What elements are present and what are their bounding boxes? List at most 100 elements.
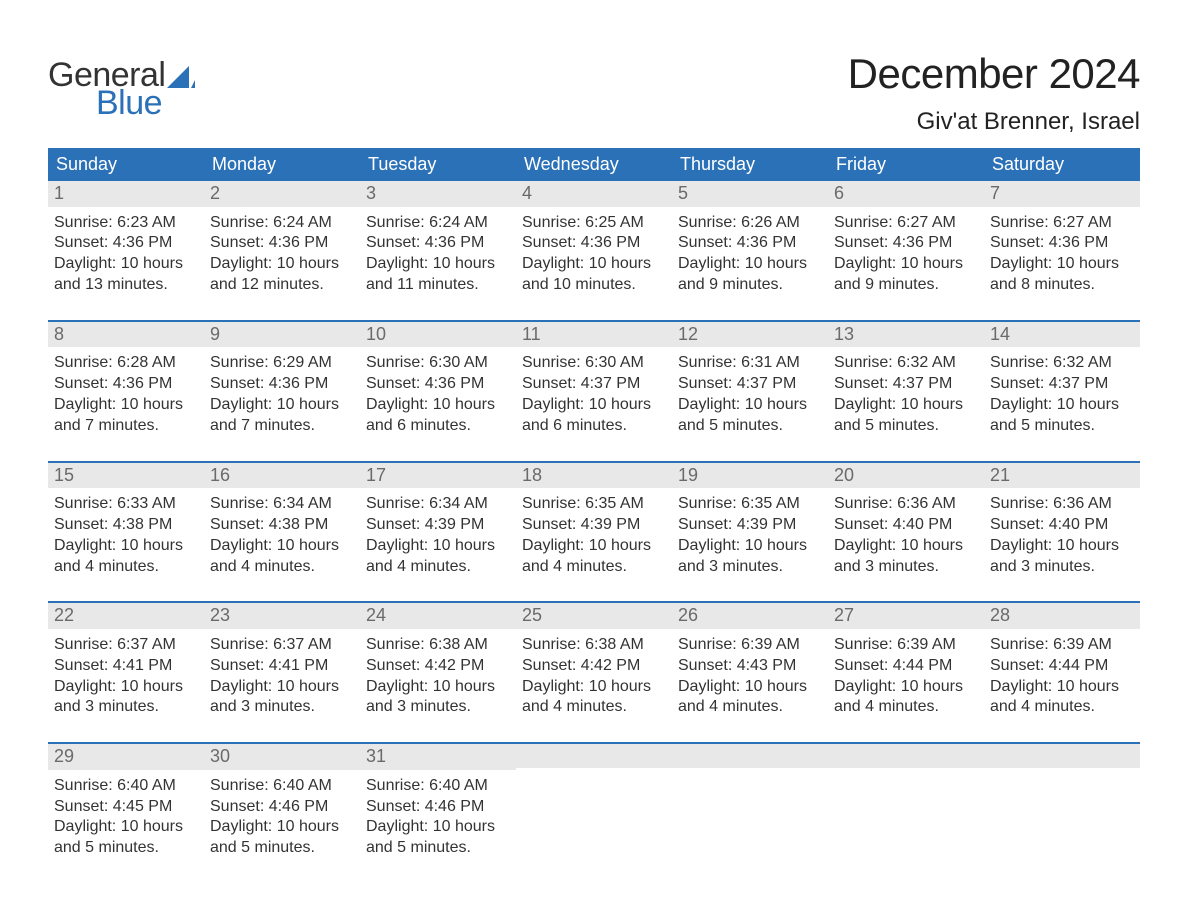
day-number [516, 744, 672, 768]
sunrise-line: Sunrise: 6:32 AM [834, 353, 978, 374]
sunrise-line: Sunrise: 6:31 AM [678, 353, 822, 374]
sunset-line: Sunset: 4:43 PM [678, 656, 822, 677]
daylight-line-2: and 4 minutes. [366, 557, 510, 578]
day-details: Sunrise: 6:34 AMSunset: 4:38 PMDaylight:… [204, 488, 360, 583]
day-number: 12 [672, 322, 828, 348]
calendar-cell: 6Sunrise: 6:27 AMSunset: 4:36 PMDaylight… [828, 181, 984, 302]
daylight-line-1: Daylight: 10 hours [834, 395, 978, 416]
day-number: 23 [204, 603, 360, 629]
day-number: 26 [672, 603, 828, 629]
sunset-line: Sunset: 4:44 PM [990, 656, 1134, 677]
calendar-cell: 13Sunrise: 6:32 AMSunset: 4:37 PMDayligh… [828, 322, 984, 443]
sunrise-line: Sunrise: 6:36 AM [990, 494, 1134, 515]
sunset-line: Sunset: 4:36 PM [210, 233, 354, 254]
daylight-line-2: and 7 minutes. [210, 416, 354, 437]
day-number: 28 [984, 603, 1140, 629]
daylight-line-1: Daylight: 10 hours [54, 677, 198, 698]
day-number: 5 [672, 181, 828, 207]
sunrise-line: Sunrise: 6:40 AM [366, 776, 510, 797]
daylight-line-2: and 6 minutes. [366, 416, 510, 437]
daylight-line-2: and 4 minutes. [990, 697, 1134, 718]
day-details: Sunrise: 6:27 AMSunset: 4:36 PMDaylight:… [984, 207, 1140, 302]
sunrise-line: Sunrise: 6:35 AM [678, 494, 822, 515]
sunrise-line: Sunrise: 6:40 AM [210, 776, 354, 797]
sunrise-line: Sunrise: 6:37 AM [54, 635, 198, 656]
sunset-line: Sunset: 4:36 PM [834, 233, 978, 254]
day-number: 19 [672, 463, 828, 489]
sunset-line: Sunset: 4:41 PM [54, 656, 198, 677]
sunset-line: Sunset: 4:37 PM [678, 374, 822, 395]
calendar-week-row: 29 Sunrise: 6:40 AM Sunset: 4:45 PM Dayligh… [48, 742, 1140, 865]
calendar-cell: 7Sunrise: 6:27 AMSunset: 4:36 PMDaylight… [984, 181, 1140, 302]
sunset-line: Sunset: 4:36 PM [366, 374, 510, 395]
logo-word-blue: Blue [48, 86, 195, 120]
sunset-line: Sunset: 4:40 PM [834, 515, 978, 536]
daylight-line-2: and 8 minutes. [990, 275, 1134, 296]
day-number: 1 [48, 181, 204, 207]
day-details: Sunrise: 6:23 AMSunset: 4:36 PMDaylight:… [48, 207, 204, 302]
calendar-week-row: 8Sunrise: 6:28 AMSunset: 4:36 PMDaylight… [48, 320, 1140, 443]
weekday-header: Thursday [672, 148, 828, 181]
day-number: 7 [984, 181, 1140, 207]
daylight-line-1: Daylight: 10 hours [834, 677, 978, 698]
day-number: 10 [360, 322, 516, 348]
daylight-line-1: Daylight: 10 hours [366, 536, 510, 557]
day-details: Sunrise: 6:26 AMSunset: 4:36 PMDaylight:… [672, 207, 828, 302]
calendar: SundayMondayTuesdayWednesdayThursdayFrid… [48, 148, 1140, 865]
day-details: Sunrise: 6:38 AMSunset: 4:42 PMDaylight:… [516, 629, 672, 724]
sunset-line: Sunset: 4:45 PM [54, 797, 198, 818]
day-details: Sunrise: 6:27 AMSunset: 4:36 PMDaylight:… [828, 207, 984, 302]
day-details: Sunrise: 6:40 AMSunset: 4:46 PMDaylight:… [360, 770, 516, 865]
day-details: Sunrise: 6:35 AMSunset: 4:39 PMDaylight:… [672, 488, 828, 583]
daylight-line-2: and 3 minutes. [990, 557, 1134, 578]
calendar-cell: 25Sunrise: 6:38 AMSunset: 4:42 PMDayligh… [516, 603, 672, 724]
sunset-line: Sunset: 4:44 PM [834, 656, 978, 677]
sunset-line: Sunset: 4:39 PM [366, 515, 510, 536]
sunrise-line: Sunrise: 6:23 AM [54, 213, 198, 234]
calendar-cell: 27Sunrise: 6:39 AMSunset: 4:44 PMDayligh… [828, 603, 984, 724]
daylight-line-1: Daylight: 10 hours [522, 677, 666, 698]
day-number: 31 [360, 744, 516, 770]
day-details: Sunrise: 6:38 AMSunset: 4:42 PMDaylight:… [360, 629, 516, 724]
calendar-cell: 3Sunrise: 6:24 AMSunset: 4:36 PMDaylight… [360, 181, 516, 302]
daylight-line-2: and 13 minutes. [54, 275, 198, 296]
daylight-line-1: Daylight: 10 hours [990, 536, 1134, 557]
sunrise-line: Sunrise: 6:25 AM [522, 213, 666, 234]
calendar-cell: 22Sunrise: 6:37 AMSunset: 4:41 PMDayligh… [48, 603, 204, 724]
sunset-line: Sunset: 4:39 PM [678, 515, 822, 536]
daylight-line-2: and 4 minutes. [54, 557, 198, 578]
day-number: 30 [204, 744, 360, 770]
day-details: Sunrise: 6:28 AMSunset: 4:36 PMDaylight:… [48, 347, 204, 442]
sunset-line: Sunset: 4:38 PM [210, 515, 354, 536]
calendar-cell: 18Sunrise: 6:35 AMSunset: 4:39 PMDayligh… [516, 463, 672, 584]
sunset-line: Sunset: 4:36 PM [990, 233, 1134, 254]
day-details: Sunrise: 6:37 AMSunset: 4:41 PMDaylight:… [204, 629, 360, 724]
day-details: Sunrise: 6:29 AMSunset: 4:36 PMDaylight:… [204, 347, 360, 442]
daylight-line-1: Daylight: 10 hours [210, 817, 354, 838]
day-number: 13 [828, 322, 984, 348]
day-number: 3 [360, 181, 516, 207]
daylight-line-1: Daylight: 10 hours [366, 677, 510, 698]
sunrise-line: Sunrise: 6:33 AM [54, 494, 198, 515]
calendar-cell: 24Sunrise: 6:38 AMSunset: 4:42 PMDayligh… [360, 603, 516, 724]
day-number: 24 [360, 603, 516, 629]
day-number: 15 [48, 463, 204, 489]
calendar-cell: 29Sunrise: 6:40 AMSunset: 4:45 PMDayligh… [48, 744, 204, 865]
daylight-line-1: Daylight: 10 hours [366, 817, 510, 838]
daylight-line-2: and 4 minutes. [210, 557, 354, 578]
daylight-line-1: Daylight: 10 hours [522, 395, 666, 416]
sunrise-line: Sunrise: 6:37 AM [210, 635, 354, 656]
calendar-cell: 5Sunrise: 6:26 AMSunset: 4:36 PMDaylight… [672, 181, 828, 302]
daylight-line-2: and 3 minutes. [366, 697, 510, 718]
title-block: December 2024 Giv'at Brenner, Israel [848, 50, 1140, 142]
day-details: Sunrise: 6:37 AMSunset: 4:41 PMDaylight:… [48, 629, 204, 724]
day-number: 2 [204, 181, 360, 207]
day-number: 29 [48, 744, 204, 770]
daylight-line-2: and 3 minutes. [834, 557, 978, 578]
calendar-cell: 8Sunrise: 6:28 AMSunset: 4:36 PMDaylight… [48, 322, 204, 443]
sunrise-line: Sunrise: 6:38 AM [522, 635, 666, 656]
daylight-line-2: and 9 minutes. [678, 275, 822, 296]
daylight-line-1: Daylight: 10 hours [834, 254, 978, 275]
daylight-line-1: Daylight: 10 hours [210, 677, 354, 698]
calendar-cell: 9Sunrise: 6:29 AMSunset: 4:36 PMDaylight… [204, 322, 360, 443]
